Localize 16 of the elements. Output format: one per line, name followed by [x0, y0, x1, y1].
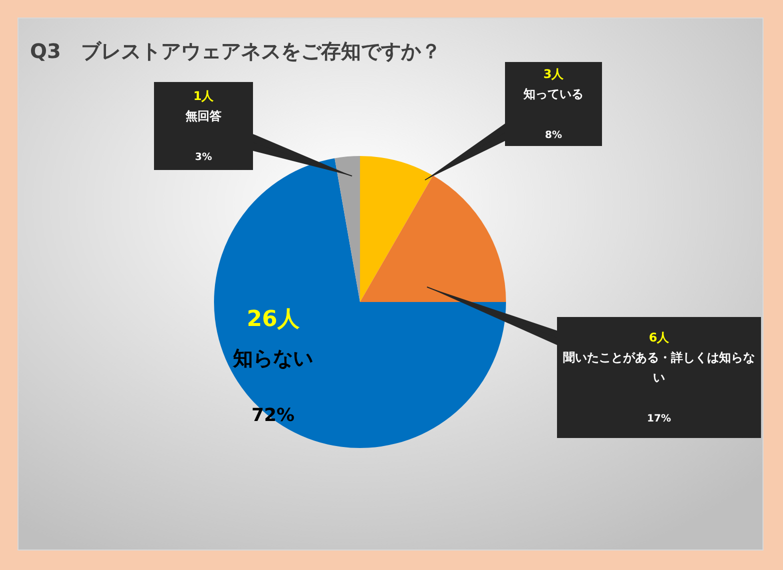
pie-slice	[360, 176, 506, 302]
text: 8%	[545, 130, 562, 141]
chart-title: Q3 ブレストアウェアネスをご存知ですか？	[30, 39, 441, 63]
data-label: 26人	[246, 307, 300, 332]
slice-label: 知っている	[522, 87, 584, 101]
slice-label: 知らない	[232, 346, 313, 370]
data-label: 3人	[543, 67, 565, 81]
pie-slice	[334, 156, 360, 302]
data-label: 6人	[648, 330, 670, 344]
text: 17%	[647, 414, 671, 424]
pie-slice	[360, 156, 433, 302]
slice-label: 聞いたことがある・詳しくは知らない	[563, 350, 755, 384]
pie-slice	[214, 158, 506, 448]
slice-label: 無回答	[184, 109, 222, 123]
text: 3%	[195, 152, 212, 163]
data-label: 1人	[193, 89, 215, 103]
